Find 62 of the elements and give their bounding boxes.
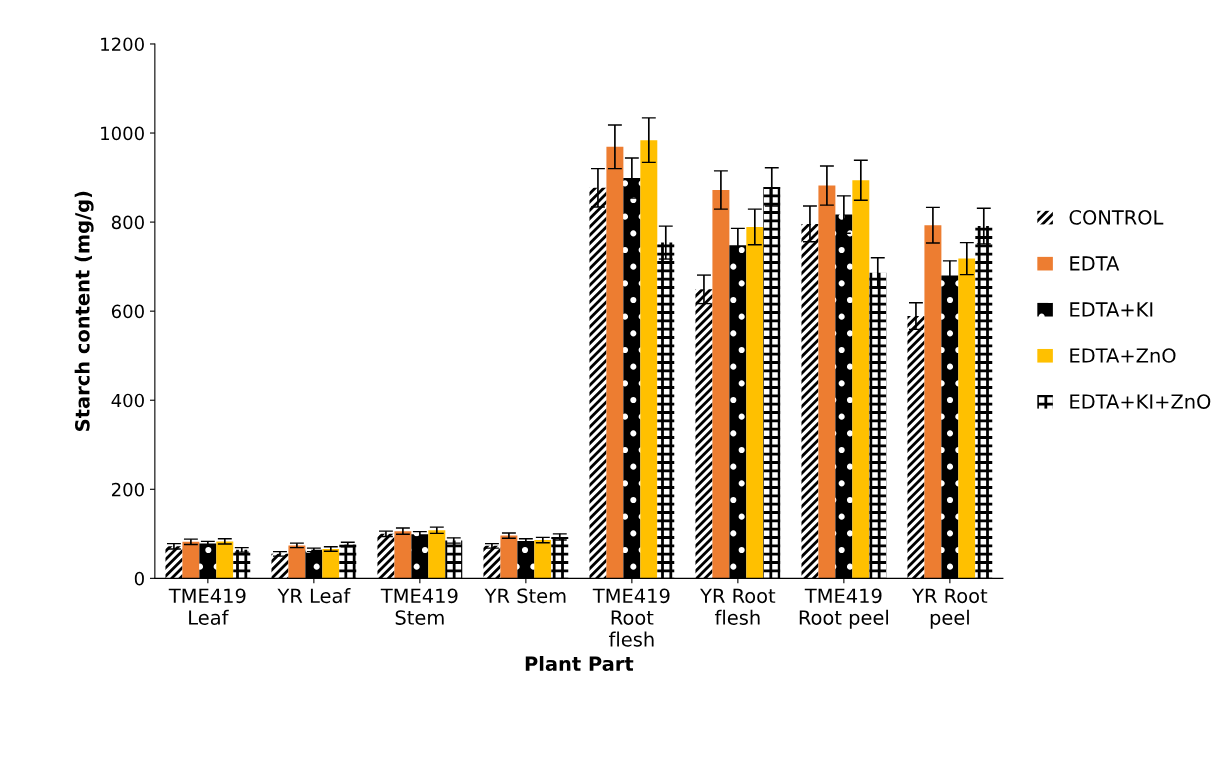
bar <box>801 223 819 579</box>
legend-label: CONTROL <box>1069 210 1164 225</box>
x-tick-label: TME419 Leaf <box>168 588 246 625</box>
bar <box>288 545 306 579</box>
bar <box>869 272 887 579</box>
legend-label: EDTA <box>1070 256 1120 271</box>
bar <box>589 187 607 579</box>
bar <box>975 226 993 579</box>
bar <box>818 185 836 579</box>
x-tick-label: YR Root flesh <box>700 588 776 625</box>
bar <box>500 535 518 579</box>
y-tick-label: 400 <box>111 393 144 408</box>
bar <box>763 186 781 579</box>
y-tick-label: 1000 <box>101 126 144 141</box>
bar <box>695 289 713 579</box>
bar <box>534 540 552 579</box>
bar <box>305 549 323 579</box>
bar <box>445 540 463 579</box>
bar <box>606 146 624 579</box>
bar <box>958 258 976 579</box>
bar <box>657 242 675 579</box>
bar <box>339 544 357 579</box>
bar <box>182 541 200 579</box>
bar <box>271 553 289 579</box>
bar <box>835 214 853 579</box>
x-tick-label: TME419 Root flesh <box>592 588 670 647</box>
x-tick-label: TME419 Root peel <box>799 588 888 629</box>
y-tick-label: 0 <box>134 571 144 586</box>
bar <box>852 180 870 579</box>
bar <box>941 275 959 579</box>
x-tick-label: YR Root peel <box>912 588 988 629</box>
y-tick-label: 1200 <box>101 37 144 52</box>
bar <box>551 536 569 579</box>
bar <box>199 543 217 579</box>
bar <box>377 533 395 579</box>
bar <box>483 545 501 579</box>
bar <box>233 549 251 579</box>
bar <box>216 541 234 579</box>
x-tick-label: YR Stem <box>484 588 566 604</box>
x-tick-label: TME419 Stem <box>380 588 458 625</box>
bar <box>517 540 535 579</box>
bar <box>712 190 730 579</box>
bar <box>729 245 747 579</box>
bar <box>411 534 429 579</box>
bar <box>428 530 446 579</box>
bar <box>746 226 764 579</box>
legend-label: EDTA+ZnO <box>1070 348 1176 363</box>
y-tick-label: 200 <box>111 482 144 497</box>
bar <box>165 546 183 579</box>
x-tick-label: YR Leaf <box>277 588 351 604</box>
bar <box>394 531 412 579</box>
x-axis-title: Plant Part <box>525 656 634 672</box>
y-tick-label: 800 <box>111 215 144 230</box>
bar <box>623 178 641 579</box>
y-tick-label: 600 <box>111 304 144 319</box>
bar <box>924 225 942 579</box>
y-axis-title: Starch content (mg/g) <box>74 191 94 431</box>
bar <box>907 316 925 579</box>
bar <box>640 140 658 579</box>
legend-label: EDTA+KI <box>1070 302 1153 317</box>
bar <box>322 548 340 579</box>
legend-label: EDTA+KI+ZnO <box>1070 394 1211 409</box>
